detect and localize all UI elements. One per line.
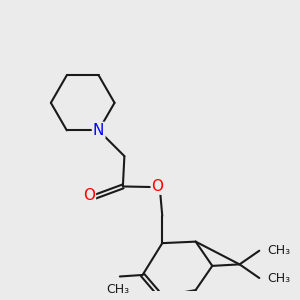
Text: N: N (93, 123, 104, 138)
Text: CH₃: CH₃ (268, 244, 291, 257)
Text: O: O (152, 179, 164, 194)
Text: O: O (83, 188, 95, 203)
Text: CH₃: CH₃ (268, 272, 291, 284)
Text: CH₃: CH₃ (106, 283, 129, 296)
